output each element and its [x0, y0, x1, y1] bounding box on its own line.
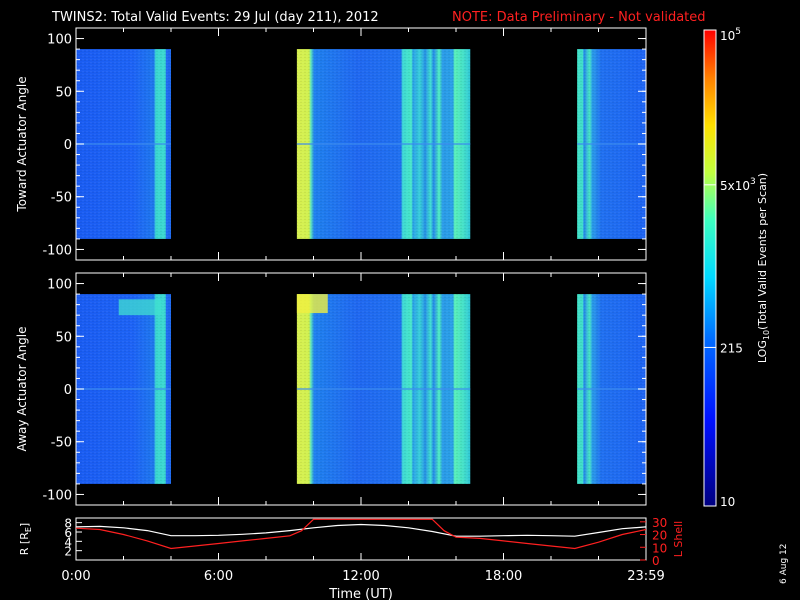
- x-axis-label: Time (UT): [328, 587, 393, 600]
- y-tick-label: 100: [47, 33, 72, 48]
- x-tick-label: 18:00: [485, 569, 522, 584]
- lshell-series-line: [75, 518, 647, 550]
- y-right-tick-label: 30: [652, 516, 667, 530]
- y-axis-label: Toward Actuator Angle: [15, 76, 29, 212]
- y-tick-label: -100: [42, 488, 72, 503]
- y-tick-label: 50: [55, 330, 72, 345]
- y-right-tick-label: 0: [652, 554, 660, 568]
- y-tick-label: 100: [47, 278, 72, 293]
- y-right-tick-label: 10: [652, 541, 667, 555]
- y-tick-label: 6: [64, 526, 72, 540]
- colorbar-tick-label: 5x103: [720, 177, 756, 193]
- heatmap-panel-1: -100 -50 0 50 100 Toward Actuator Angle: [15, 27, 647, 261]
- colorbar-tick-label: 10: [720, 495, 735, 509]
- y-right-tick-label: 20: [652, 529, 667, 543]
- colorbar-label: LOG10(Total Valid Events per Scan): [756, 173, 771, 363]
- y-tick-label: 8: [64, 517, 72, 531]
- colorbar-tick-label: 105: [720, 27, 741, 43]
- bright-feature: [118, 299, 162, 316]
- y-tick-label: -50: [51, 191, 72, 206]
- y-tick-label: 0: [64, 138, 72, 153]
- x-tick-label: 6:00: [204, 569, 233, 584]
- y-tick-label: 0: [64, 383, 72, 398]
- y-axis-label-radius: R [RE]: [18, 523, 33, 555]
- preliminary-note: NOTE: Data Preliminary - Not validated: [452, 10, 706, 25]
- y-tick-label: 50: [55, 85, 72, 100]
- heatmap-panel-2: -100 -50 0 50 100 Away Actuator Angle: [15, 272, 647, 506]
- colorbar: 10 215 5x103 105 LOG10(Total Valid Events p…: [703, 27, 771, 509]
- y-axis-label-lshell: L Shell: [672, 521, 685, 557]
- date-stamp: 6 Aug 12: [779, 544, 789, 584]
- y-tick-label: 4: [64, 535, 72, 549]
- x-tick-label: 0:00: [61, 569, 90, 584]
- figure-title: TWINS2: Total Valid Events: 29 Jul (day …: [51, 10, 379, 25]
- y-tick-label: 2: [64, 545, 72, 559]
- x-tick-label: 12:00: [342, 569, 379, 584]
- y-axis-label: Away Actuator Angle: [15, 326, 29, 451]
- colorbar-scale: [703, 29, 717, 507]
- colorbar-tick-label: 215: [720, 341, 743, 355]
- radius-series-line: [75, 523, 647, 537]
- x-tick-label: 23:59: [627, 569, 664, 584]
- y-tick-label: -100: [42, 243, 72, 258]
- y-tick-label: -50: [51, 436, 72, 451]
- bright-feature: [296, 294, 328, 314]
